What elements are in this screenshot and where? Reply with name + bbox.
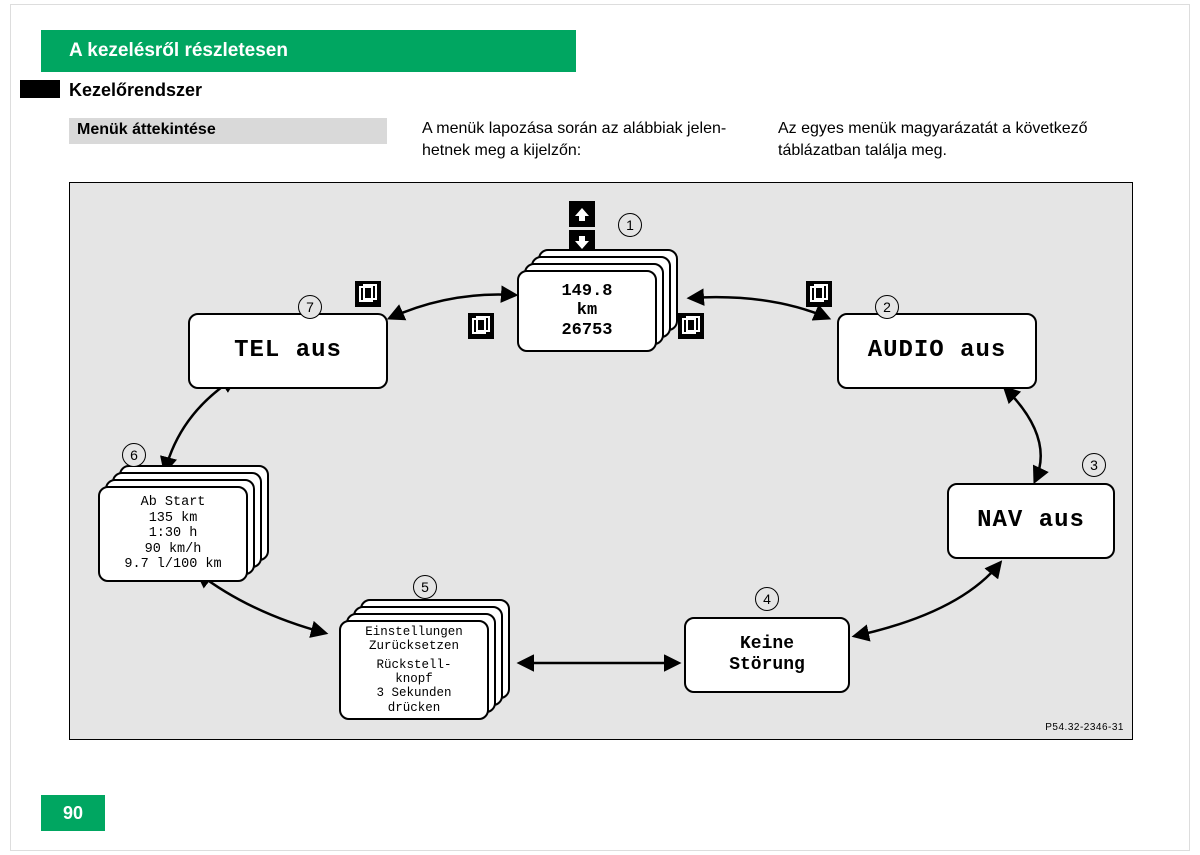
intro-text-col1: A menük lapozása során az alábbiak jelen… (422, 118, 757, 161)
screen-6-line-2: 135 km (100, 511, 246, 527)
label-circle-6: 6 (122, 443, 146, 467)
screen-6-line-4: 90 km/h (100, 542, 246, 558)
label-circle-1: 1 (618, 213, 642, 237)
screen-6: Ab Start 135 km 1:30 h 90 km/h 9.7 l/100… (98, 486, 248, 582)
screen-1-line-2: km (519, 301, 655, 321)
screen-3-line-1: NAV aus (949, 507, 1113, 535)
screen-6-line-1: Ab Start (100, 495, 246, 511)
screen-2-line-1: AUDIO aus (839, 337, 1035, 365)
up-arrow-icon (569, 201, 595, 227)
page-left-upper-icon (355, 281, 381, 307)
intro-text-col2: Az egyes menük magyarázatát a következőt… (778, 118, 1128, 161)
page-left-lower-icon (468, 313, 494, 339)
screen-6-line-5: 9.7 l/100 km (100, 557, 246, 573)
sub-heading-text: Menük áttekintése (77, 121, 216, 138)
page-number: 90 (41, 795, 105, 831)
label-circle-2: 2 (875, 295, 899, 319)
screen-4: Keine Störung (684, 617, 850, 693)
screen-5: Einstellungen Zurücksetzen Rückstell- kn… (339, 620, 489, 720)
screen-5-line-5: 3 Sekunden (341, 686, 487, 700)
screen-7-line-1: TEL aus (190, 337, 386, 365)
label-circle-5: 5 (413, 575, 437, 599)
screen-2: AUDIO aus (837, 313, 1037, 389)
screen-5-line-4: knopf (341, 672, 487, 686)
label-circle-4: 4 (755, 587, 779, 611)
screen-4-line-2: Störung (686, 655, 848, 676)
label-circle-3: 3 (1082, 453, 1106, 477)
chapter-banner: A kezelésről részletesen (41, 30, 576, 72)
page-right-lower-icon (678, 313, 704, 339)
screen-4-line-1: Keine (686, 634, 848, 655)
screen-1-line-3: 26753 (519, 321, 655, 341)
section-title: Kezelőrendszer (69, 80, 202, 101)
screen-1: 149.8 km 26753 (517, 270, 657, 352)
screen-5-line-2: Zurücksetzen (341, 639, 487, 653)
chapter-title: A kezelésről részletesen (69, 40, 288, 61)
page-number-text: 90 (63, 803, 83, 823)
screen-5-line-6: drücken (341, 701, 487, 715)
screen-1-line-1: 149.8 (519, 282, 655, 302)
sub-heading: Menük áttekintése (69, 118, 387, 144)
menu-overview-diagram: 149.8 km 26753 1 AUDIO aus 2 NAV aus 3 K… (69, 182, 1133, 740)
side-marker (20, 80, 60, 98)
diagram-reference: P54.32-2346-31 (1045, 722, 1124, 733)
screen-3: NAV aus (947, 483, 1115, 559)
label-circle-7: 7 (298, 295, 322, 319)
page-right-upper-icon (806, 281, 832, 307)
screen-5-line-1: Einstellungen (341, 625, 487, 639)
screen-5-line-3: Rückstell- (341, 658, 487, 672)
screen-6-line-3: 1:30 h (100, 526, 246, 542)
screen-7: TEL aus (188, 313, 388, 389)
